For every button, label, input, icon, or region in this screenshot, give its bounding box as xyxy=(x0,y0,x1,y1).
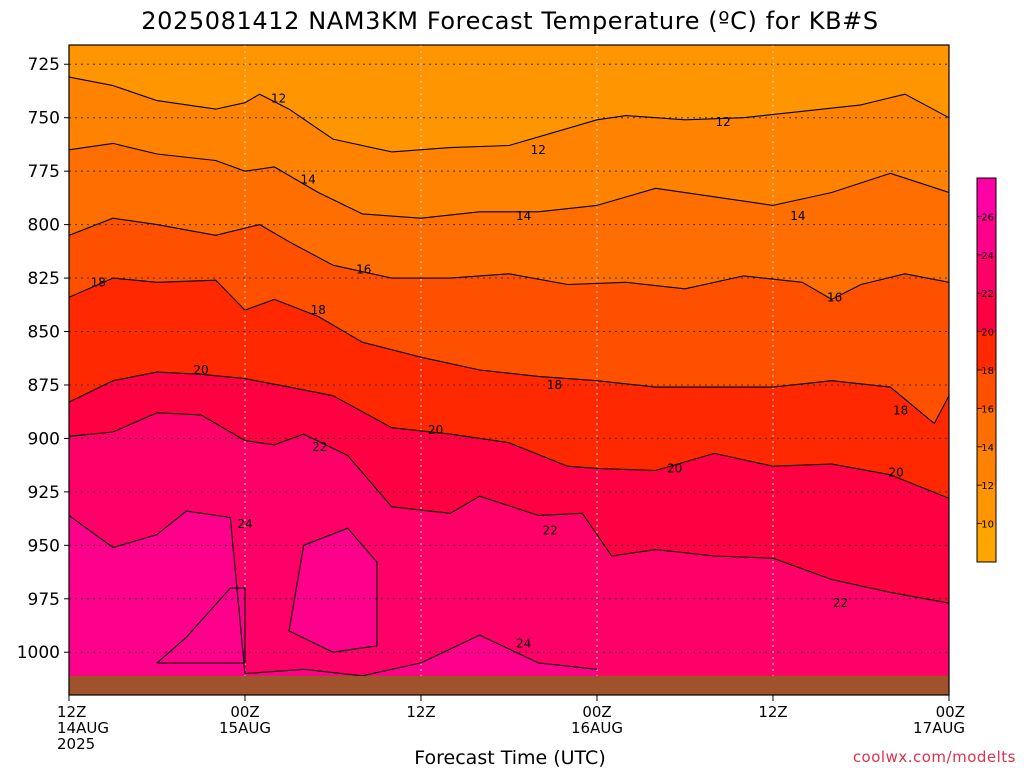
contour-labels: 12 12 12 14 14 14 16 16 18 18 18 18 20 20 20 20 22 22 22 24… xyxy=(91,92,909,651)
y-tick-label: 825 xyxy=(28,269,60,289)
colorbar-label: 26 xyxy=(981,212,994,223)
plot-area: 12 12 12 14 14 14 16 16 18 18 18 18 20 20 20 20 22 22 22 24… xyxy=(69,45,949,695)
y-tick-label: 975 xyxy=(28,590,60,610)
contour-line-18 xyxy=(69,277,949,425)
x-tick-label: 00Z xyxy=(582,703,611,721)
colorbar-segment xyxy=(977,178,996,217)
plot-frame xyxy=(68,44,950,696)
y-tick-label: 900 xyxy=(28,429,60,449)
contour-label-22: 22 xyxy=(312,440,327,454)
y-tick-label: 725 xyxy=(28,55,60,75)
x-tick-label: 12Z xyxy=(57,703,86,721)
y-axis-ticks: 725 750 775 800 825 850 875 900 925 950 975 1000 xyxy=(17,55,69,663)
contour-lines xyxy=(69,76,949,677)
colorbar-segment xyxy=(977,485,996,525)
colorbar-label: 20 xyxy=(981,328,994,339)
grid-lines xyxy=(69,45,949,695)
contour-label-18: 18 xyxy=(91,275,106,289)
x-tick-label: 00Z xyxy=(230,703,259,721)
contour-label-18: 18 xyxy=(893,404,908,418)
contour-line-20 xyxy=(69,371,949,499)
colorbar-segment xyxy=(977,408,996,448)
colorbar-segment xyxy=(977,370,996,409)
contour-line-22 xyxy=(69,412,949,604)
contour-label-14: 14 xyxy=(300,173,315,187)
band-above-22 xyxy=(69,412,949,695)
contour-label-24: 24 xyxy=(516,637,531,651)
contour-line-24 xyxy=(288,527,378,653)
y-tick-label: 850 xyxy=(28,323,60,343)
y-tick-label: 775 xyxy=(28,162,60,182)
contour-label-18: 18 xyxy=(311,303,326,317)
x-tick-label: 17AUG xyxy=(913,719,965,737)
colorbar-label: 22 xyxy=(981,289,994,300)
contour-line-16 xyxy=(69,217,949,300)
x-tick-label: 12Z xyxy=(406,703,435,721)
contour-label-18: 18 xyxy=(547,378,562,392)
contour-label-16: 16 xyxy=(356,263,371,277)
contour-line-24 xyxy=(69,510,598,677)
colorbar-label: 12 xyxy=(981,481,994,492)
x-tick-label: 15AUG xyxy=(219,719,271,737)
x-tick-label: 12Z xyxy=(758,703,787,721)
y-tick-label: 800 xyxy=(28,216,60,236)
x-tick-label: 14AUG xyxy=(57,719,109,737)
contour-label-12: 12 xyxy=(715,115,730,129)
contour-label-22: 22 xyxy=(542,523,557,537)
contour-label-20: 20 xyxy=(667,461,682,475)
colorbar-label: 24 xyxy=(981,251,994,262)
colorbar-label: 10 xyxy=(981,520,994,531)
colorbar-label: 18 xyxy=(981,366,994,377)
contour-label-12: 12 xyxy=(531,143,546,157)
colorbar-label: 14 xyxy=(981,443,994,454)
chart-title: 2025081412 NAM3KM Forecast Temperature (… xyxy=(141,7,878,35)
contour-label-20: 20 xyxy=(193,363,208,377)
colorbar-segment xyxy=(977,446,996,486)
x-tick-label: 00Z xyxy=(936,703,965,721)
colorbar-label: 16 xyxy=(981,404,994,415)
contour-label-16: 16 xyxy=(827,290,842,304)
contour-label-12: 12 xyxy=(271,92,286,106)
y-tick-label: 950 xyxy=(28,536,60,556)
y-tick-label: 875 xyxy=(28,376,60,396)
colorbar-segment xyxy=(977,523,996,563)
contour-label-22: 22 xyxy=(833,596,848,610)
x-axis-label: Forecast Time (UTC) xyxy=(414,747,605,768)
contour-label-14: 14 xyxy=(790,209,805,223)
y-tick-label: 1000 xyxy=(17,643,60,663)
contour-label-14: 14 xyxy=(516,209,531,223)
colorbar-segment xyxy=(977,216,996,256)
contour-line-14 xyxy=(69,142,949,219)
contour-label-24: 24 xyxy=(237,517,252,531)
x-tick-label: 2025 xyxy=(57,735,95,753)
y-tick-label: 925 xyxy=(28,483,60,503)
contour-label-20: 20 xyxy=(889,466,904,480)
contour-line-24 xyxy=(156,587,246,664)
x-tick-label: 16AUG xyxy=(571,719,623,737)
colorbar: 10 12 14 16 18 20 22 24 26 xyxy=(976,177,997,563)
pocket-24 xyxy=(289,528,377,653)
credit-text: coolwx.com/modelts xyxy=(853,748,1016,766)
contour-label-20: 20 xyxy=(428,423,443,437)
colorbar-segment xyxy=(977,254,996,294)
ground-surface xyxy=(69,675,949,695)
colorbar-segment xyxy=(977,293,996,333)
y-tick-label: 750 xyxy=(28,109,60,129)
contour-line-12 xyxy=(69,76,949,153)
colorbar-segment xyxy=(977,331,996,371)
